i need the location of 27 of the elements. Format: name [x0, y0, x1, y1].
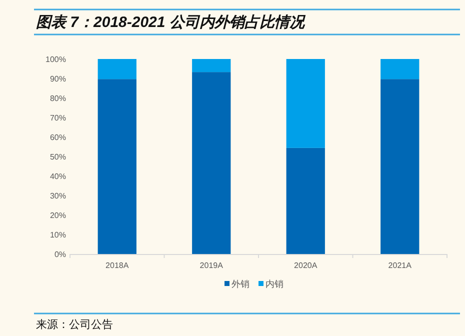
y-tick-label: 50%	[50, 152, 66, 162]
bar	[98, 79, 136, 254]
bar	[192, 59, 231, 72]
bar	[380, 79, 420, 254]
bar	[286, 59, 325, 148]
x-tick-label: 2021A	[388, 261, 412, 270]
x-tick-label: 2020A	[294, 261, 318, 270]
y-tick-label: 60%	[50, 133, 66, 142]
bar	[98, 59, 136, 80]
bar	[192, 72, 231, 254]
y-tick-label: 90%	[50, 74, 66, 84]
y-tick-label: 10%	[50, 230, 66, 240]
source-note: 来源：公司公告	[36, 318, 113, 331]
y-tick-label: 80%	[50, 94, 66, 103]
x-tick-label: 2018A	[106, 261, 130, 270]
bar	[380, 59, 420, 80]
y-tick-label: 40%	[50, 172, 66, 181]
bar	[286, 148, 325, 254]
y-tick-label: 0%	[54, 250, 66, 259]
chart-title: 图表 7：2018-2021 公司内外销占比情况	[36, 14, 306, 31]
x-tick-label: 2019A	[200, 261, 224, 270]
legend-label: 内销	[266, 279, 284, 289]
y-tick-label: 100%	[46, 55, 66, 64]
y-tick-label: 70%	[50, 114, 66, 122]
y-tick-label: 20%	[50, 211, 66, 220]
legend-label: 外销	[232, 279, 250, 289]
y-tick-label: 30%	[50, 192, 66, 200]
